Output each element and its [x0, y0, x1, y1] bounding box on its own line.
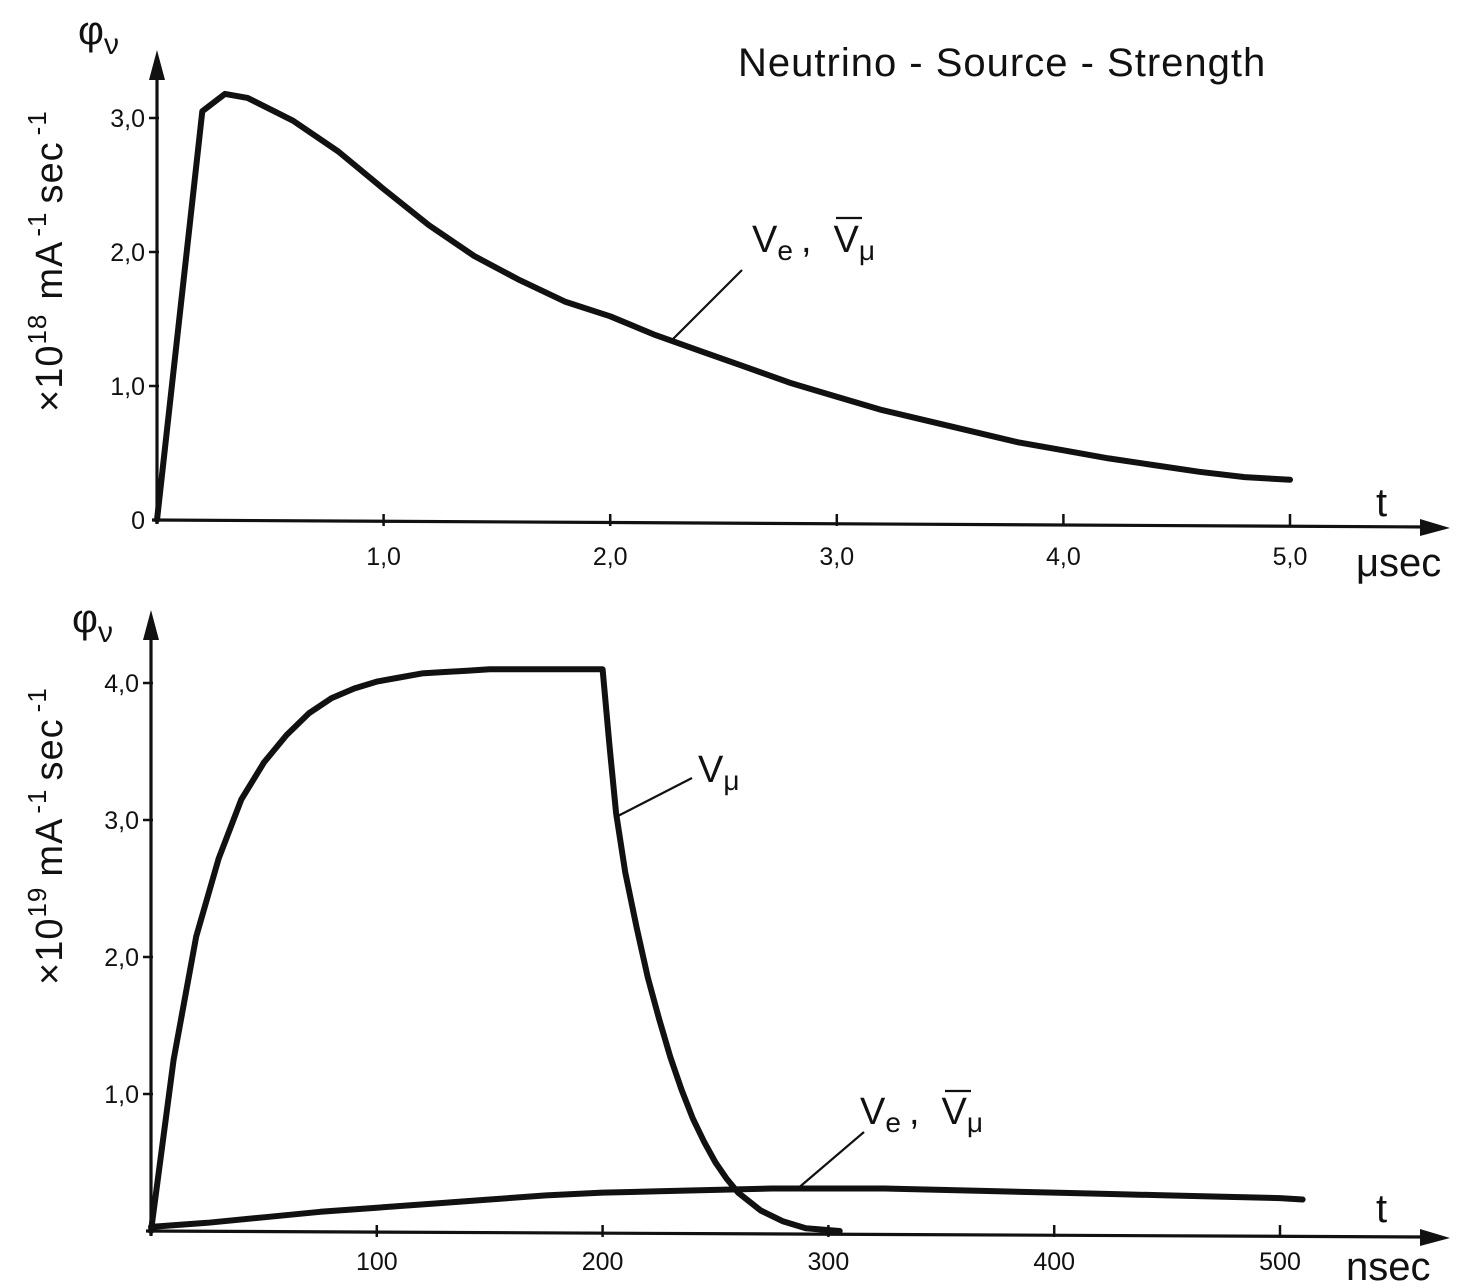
bottom-x-axis — [145, 1229, 1429, 1239]
bottom-ve-label-leader — [795, 1131, 865, 1191]
bottom-series-vmu-line — [148, 666, 843, 1234]
bottom-x-axis-arrowhead — [1420, 1229, 1450, 1246]
top-y-symbol-main: φ — [78, 9, 104, 53]
top-x-tick-label: 4,0 — [1046, 543, 1081, 571]
bottom-y-symbol: φν — [72, 597, 113, 649]
top-ylabel-exp: 18 — [22, 314, 52, 345]
bottom-ve-label-sub: e — [885, 1107, 901, 1138]
bottom-vmu-label-leader — [613, 777, 693, 819]
bottom-x-tick-label: 400 — [1033, 1248, 1075, 1276]
top-y-symbol-sub: ν — [104, 28, 119, 61]
bottom-ylabel-unit2: sec — [29, 718, 71, 780]
top-y-symbol: φν — [78, 9, 119, 61]
bottom-vmu-label: Vμ — [698, 749, 740, 796]
top-ylabel-base: ×10 — [29, 345, 71, 412]
top-x-tick-label: 1,0 — [366, 543, 401, 571]
top-series-label: Ve, Vμ — [752, 219, 875, 266]
bottom-ve-label2-sub: μ — [967, 1107, 983, 1138]
top-x-axis-arrowhead — [1420, 519, 1450, 536]
bottom-tick-group: 100 200 300 400 500 1,0 2,0 3,0 4,0 — [104, 670, 1301, 1276]
bottom-y-tick-label: 2,0 — [104, 944, 139, 972]
bottom-ve-label2-main: V — [942, 1091, 968, 1133]
bottom-x-tick-label: 500 — [1259, 1248, 1301, 1276]
bottom-y-axis-arrowhead — [143, 610, 159, 640]
bottom-x-axis-unit: nsec — [1346, 1245, 1431, 1288]
bottom-x-tick-label: 200 — [582, 1248, 624, 1276]
bottom-y-symbol-main: φ — [72, 597, 98, 641]
top-series-label-sep: , — [801, 219, 812, 261]
top-x-tick-label: 3,0 — [819, 543, 854, 571]
bottom-y-symbol-sub: ν — [98, 616, 113, 649]
top-series-ve-vmubar-line — [154, 90, 1293, 523]
bottom-x-tick-label: 300 — [808, 1248, 850, 1276]
bottom-ve-label: Ve, Vμ — [860, 1091, 983, 1138]
bottom-vmu-label-main: V — [698, 749, 724, 791]
bottom-vmu-label-sub: μ — [723, 765, 739, 796]
top-x-tick-label: 2,0 — [593, 543, 628, 571]
bottom-ylabel-unit-exp: -1 — [22, 788, 52, 813]
bottom-ylabel-exp: 19 — [22, 887, 52, 918]
top-tick-group: 1,0 2,0 3,0 4,0 5,0 0 1,0 2,0 3,0 — [110, 105, 1307, 571]
bottom-chart: φν ×1019 mA -1 sec -1 100 200 300 400 500 1,0 2,0 3… — [22, 597, 1450, 1288]
bottom-ve-label-main: V — [860, 1091, 886, 1133]
top-y-axis-label: ×1018 mA -1 sec -1 — [22, 110, 71, 412]
top-ylabel-unit2-exp: -1 — [22, 110, 52, 135]
top-series-label-main: V — [752, 219, 778, 261]
top-x-tick-label: 5,0 — [1273, 543, 1308, 571]
bottom-x-axis-label: t — [1376, 1187, 1387, 1231]
bottom-ylabel-unit2-exp: -1 — [22, 687, 52, 712]
bottom-y-tick-label: 3,0 — [104, 807, 139, 835]
bottom-ve-label-sep: , — [909, 1091, 920, 1133]
top-y-axis-arrowhead — [149, 50, 165, 80]
top-series-label-leader — [671, 269, 743, 341]
top-chart: Neutrino - Source - Strength φν ×1018 mA -… — [22, 9, 1450, 585]
top-x-axis — [151, 518, 1429, 529]
top-y-tick-label: 1,0 — [110, 373, 145, 401]
top-x-axis-unit: μsec — [1356, 541, 1441, 585]
bottom-y-tick-label: 4,0 — [104, 670, 139, 698]
top-series-label2-sub: μ — [859, 235, 875, 266]
top-series-label-sub: e — [777, 235, 793, 266]
top-y-tick-label: 2,0 — [110, 239, 145, 267]
top-y-tick-label: 3,0 — [110, 105, 145, 133]
bottom-x-tick-label: 100 — [356, 1248, 398, 1276]
top-y-tick-label: 0 — [131, 507, 145, 535]
bottom-ylabel-unit: mA — [29, 818, 71, 877]
top-series-label2-main: V — [834, 219, 860, 261]
top-ylabel-unit-exp: -1 — [22, 211, 52, 236]
bottom-y-axis-label: ×1019 mA -1 sec -1 — [22, 687, 71, 985]
bottom-y-tick-label: 1,0 — [104, 1081, 139, 1109]
bottom-ylabel-base: ×10 — [29, 918, 71, 985]
top-x-axis-label: t — [1376, 481, 1387, 525]
bottom-series-ve-vmubar-line — [148, 1185, 1306, 1230]
top-ylabel-unit: mA — [29, 241, 71, 300]
top-ylabel-unit2: sec — [29, 141, 71, 203]
top-chart-title: Neutrino - Source - Strength — [738, 41, 1266, 85]
